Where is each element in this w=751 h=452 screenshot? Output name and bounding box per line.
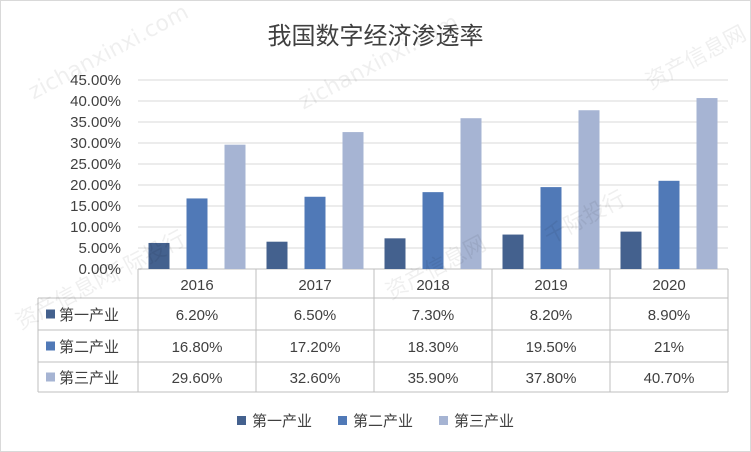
table-value: 29.60%: [172, 370, 223, 387]
bar-第一产业-2017: [266, 241, 288, 269]
table-value: 8.20%: [530, 307, 573, 324]
y-tick-label: 20.00%: [70, 177, 121, 194]
y-tick-label: 10.00%: [70, 219, 121, 236]
y-tick-label: 15.00%: [70, 198, 121, 215]
y-tick-label: 5.00%: [78, 240, 121, 257]
table-value: 35.90%: [408, 370, 459, 387]
bar-第三产业-2018: [460, 118, 482, 269]
y-tick-label: 45.00%: [70, 72, 121, 89]
table-value: 7.30%: [412, 307, 455, 324]
table-value: 18.30%: [408, 339, 459, 356]
table-value: 17.20%: [290, 339, 341, 356]
bar-第三产业-2019: [578, 110, 600, 270]
table-value: 16.80%: [172, 339, 223, 356]
y-tick-label: 35.00%: [70, 114, 121, 131]
table-value: 6.20%: [176, 307, 219, 324]
table-series-name: 第二产业: [59, 338, 119, 356]
bar-第二产业-2018: [422, 192, 444, 269]
table-value: 6.50%: [294, 307, 337, 324]
x-category-label: 2019: [534, 277, 567, 294]
legend-label: 第三产业: [454, 411, 515, 430]
chart-legend: 第一产业 第二产业 第三产业: [0, 409, 751, 431]
legend-item: 第三产业: [439, 410, 514, 431]
bar-第二产业-2020: [658, 180, 680, 269]
x-category-label: 2018: [416, 277, 449, 294]
y-tick-label: 40.00%: [70, 93, 121, 110]
table-value: 40.70%: [644, 370, 695, 387]
legend-label: 第一产业: [251, 411, 312, 430]
legend-swatch: [337, 415, 347, 425]
table-value: 37.80%: [526, 370, 577, 387]
y-tick-label: 30.00%: [70, 135, 121, 152]
table-value: 19.50%: [526, 339, 577, 356]
table-value: 21%: [654, 339, 684, 356]
table-series-name: 第三产业: [59, 369, 119, 387]
x-category-label: 2016: [180, 277, 213, 294]
legend-item: 第一产业: [236, 410, 312, 431]
bar-第二产业-2017: [304, 196, 326, 269]
table-series-name: 第一产业: [59, 306, 119, 324]
y-tick-label: 25.00%: [70, 156, 121, 173]
legend-item: 第二产业: [337, 410, 413, 431]
legend-swatch: [439, 415, 448, 425]
table-legend-key: [46, 341, 55, 351]
chart-title: 我国数字经济渗透率: [267, 22, 484, 50]
legend-label: 第二产业: [352, 411, 413, 430]
bar-第三产业-2017: [342, 132, 364, 269]
table-legend-key: [46, 309, 55, 319]
x-category-label: 2020: [652, 277, 685, 294]
bar-第二产业-2016: [186, 198, 208, 269]
bar-第三产业-2016: [224, 144, 246, 269]
table-legend-key: [46, 372, 55, 382]
y-tick-label: 0.00%: [78, 261, 121, 278]
bar-第三产业-2020: [696, 98, 718, 269]
bar-第一产业-2018: [384, 238, 406, 269]
bar-第一产业-2019: [502, 234, 524, 269]
bar-第二产业-2019: [540, 187, 562, 269]
table-value: 32.60%: [290, 370, 341, 387]
table-value: 8.90%: [648, 307, 691, 324]
bar-第一产业-2016: [148, 242, 170, 269]
legend-swatch: [236, 415, 246, 425]
bar-第一产业-2020: [620, 231, 642, 269]
x-category-label: 2017: [298, 277, 331, 294]
